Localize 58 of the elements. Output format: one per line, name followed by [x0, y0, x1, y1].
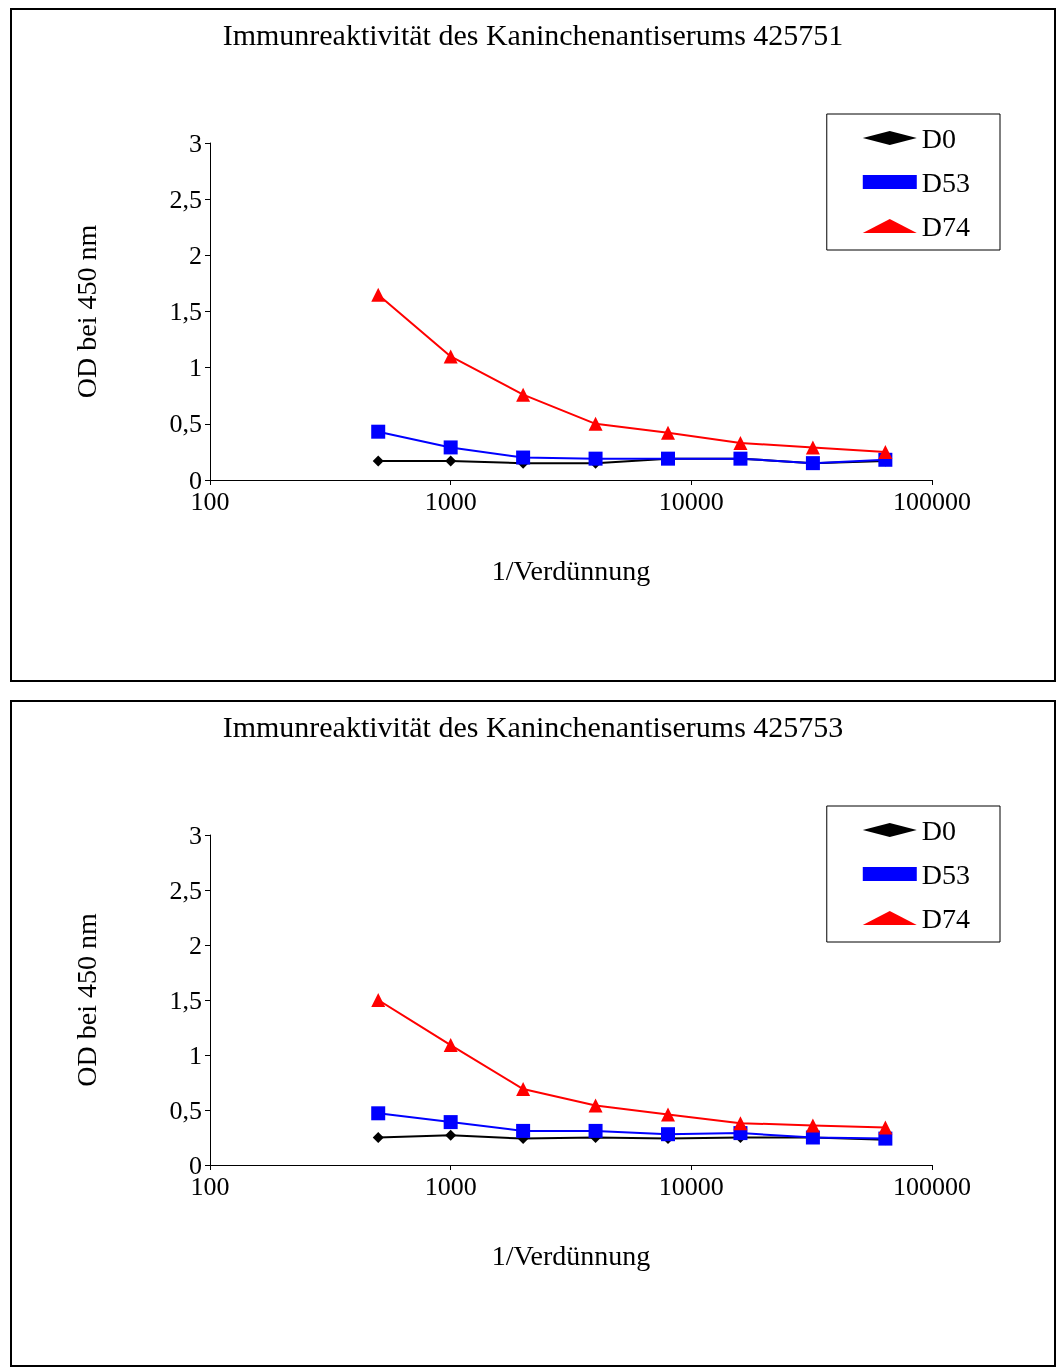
point [661, 425, 676, 440]
point [516, 387, 531, 402]
point [733, 1116, 748, 1131]
point [516, 1123, 531, 1138]
legend-label: D74 [921, 902, 971, 934]
legend-label: D53 [921, 166, 971, 198]
legend-label: D74 [921, 210, 971, 242]
point [805, 1118, 820, 1133]
point [878, 444, 893, 459]
y-tick-label: 3 [189, 128, 202, 158]
point [372, 455, 384, 467]
point [661, 1107, 676, 1122]
point [805, 440, 820, 455]
point [371, 993, 386, 1007]
point [372, 1132, 384, 1143]
x-tick-label: 10000 [658, 1171, 724, 1201]
legend-label: D53 [921, 858, 971, 890]
point [733, 435, 748, 450]
y-tick-label: 1 [189, 1040, 202, 1070]
point [588, 1123, 603, 1138]
chart-title: Immunreaktivität des Kaninchenantiserums 425751 [222, 17, 844, 51]
point [516, 450, 531, 465]
y-axis-title: OD bei 450 nm [70, 224, 102, 399]
y-tick-label: 2,5 [169, 875, 202, 905]
x-tick-label: 100000 [893, 486, 971, 516]
x-tick-label: 1000 [424, 1171, 477, 1201]
y-tick-label: 2 [189, 240, 202, 270]
point [371, 287, 386, 302]
point [443, 1115, 458, 1130]
y-tick-label: 0,5 [169, 409, 202, 439]
point [445, 1129, 457, 1141]
point [445, 455, 457, 467]
x-axis-title: 1/Verdünnung [491, 554, 651, 586]
point [371, 424, 386, 439]
y-tick-label: 3 [189, 820, 202, 850]
y-axis-title: OD bei 450 nm [70, 913, 102, 1087]
point [443, 1038, 458, 1053]
point [878, 1120, 893, 1135]
point [371, 1106, 386, 1121]
legend-label: D0 [921, 814, 957, 846]
y-tick-label: 1 [189, 353, 202, 383]
point [443, 349, 458, 364]
chart-title: Immunreaktivität des Kaninchenantiserums 425753 [222, 709, 844, 743]
legend-label: D0 [921, 122, 957, 154]
point [588, 1098, 603, 1113]
point [443, 440, 458, 455]
point [516, 1082, 531, 1097]
y-tick-label: 2 [189, 930, 202, 960]
x-axis-title: 1/Verdünnung [491, 1239, 651, 1271]
y-tick-label: 1,5 [169, 985, 202, 1015]
x-tick-label: 10000 [658, 486, 724, 516]
y-tick-label: 1,5 [169, 297, 202, 326]
point [588, 451, 603, 466]
y-tick-label: 2,5 [169, 184, 202, 214]
x-tick-label: 100000 [893, 1171, 971, 1201]
point [588, 416, 603, 431]
x-tick-label: 1000 [424, 486, 477, 516]
y-tick-label: 0,5 [169, 1095, 202, 1125]
